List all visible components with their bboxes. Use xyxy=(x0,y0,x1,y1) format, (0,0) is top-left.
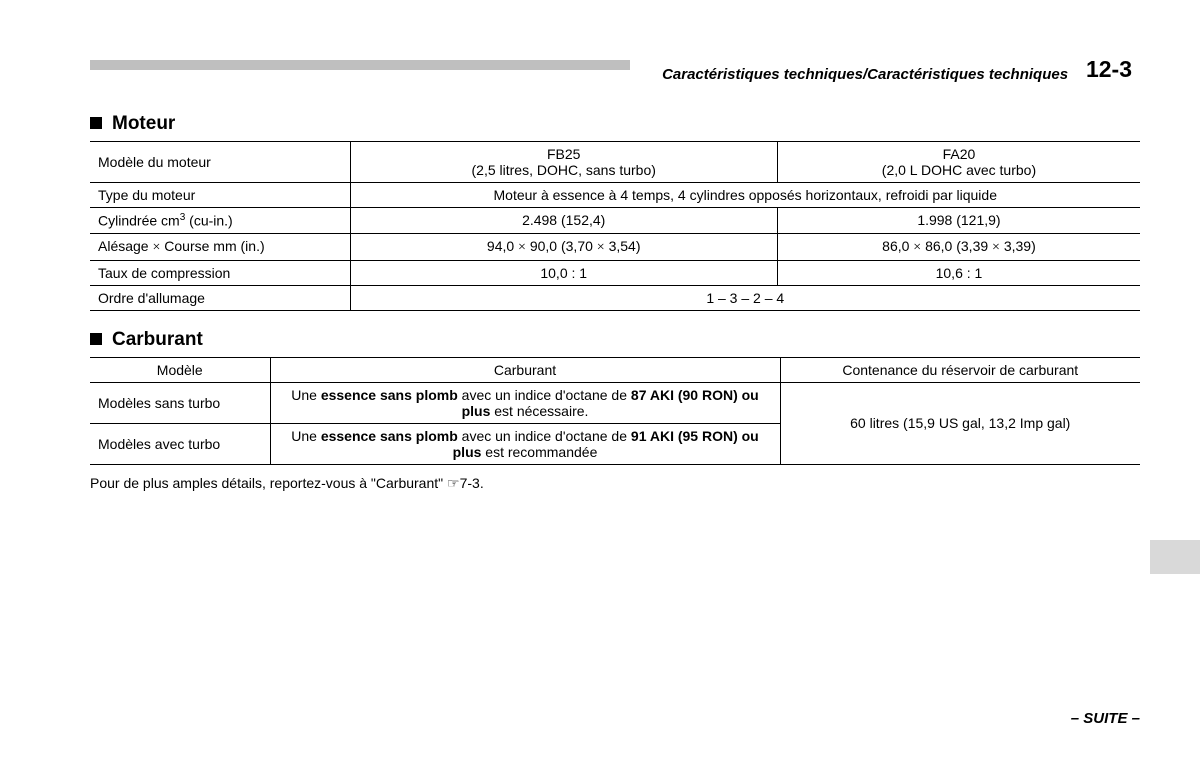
fuel-table: Modèle Carburant Contenance du réservoir… xyxy=(90,357,1140,465)
engine-row-label: Taux de compression xyxy=(90,260,350,285)
engine-model-name: FA20 xyxy=(943,146,976,162)
engine-cell: 1.998 (121,9) xyxy=(777,208,1140,234)
square-bullet-icon xyxy=(90,117,102,129)
engine-cell-full: Moteur à essence à 4 temps, 4 cylindres … xyxy=(350,183,1140,208)
fuel-col-header: Modèle xyxy=(90,357,270,382)
page-number: 12-3 xyxy=(1086,56,1132,82)
engine-cell: 10,6 : 1 xyxy=(777,260,1140,285)
top-gray-rule xyxy=(90,60,630,70)
engine-row-label: Cylindrée cm3 (cu-in.) xyxy=(90,208,350,234)
section-title-engine-text: Moteur xyxy=(112,113,175,134)
engine-cell-full: 1 – 3 – 2 – 4 xyxy=(350,285,1140,310)
table-row: Modèle Carburant Contenance du réservoir… xyxy=(90,357,1140,382)
engine-model-desc: (2,5 litres, DOHC, sans turbo) xyxy=(472,162,656,178)
footnote-ref: 7-3. xyxy=(460,475,484,491)
side-thumb-tab xyxy=(1150,540,1200,574)
section-title-engine: Moteur xyxy=(90,113,1140,135)
engine-row-label: Modèle du moteur xyxy=(90,142,350,183)
fuel-col-header: Contenance du réservoir de carburant xyxy=(780,357,1140,382)
table-row: Ordre d'allumage 1 – 3 – 2 – 4 xyxy=(90,285,1140,310)
engine-cell: 2.498 (152,4) xyxy=(350,208,777,234)
square-bullet-icon xyxy=(90,333,102,345)
engine-cell: 86,0 × 86,0 (3,39 × 3,39) xyxy=(777,233,1140,260)
engine-cell: 10,0 : 1 xyxy=(350,260,777,285)
engine-cell: FA20 (2,0 L DOHC avec turbo) xyxy=(777,142,1140,183)
fuel-requirement: Une essence sans plomb avec un indice d'… xyxy=(270,382,780,423)
fuel-col-header: Carburant xyxy=(270,357,780,382)
fuel-footnote: Pour de plus amples détails, reportez-vo… xyxy=(90,475,1140,493)
continued-label: – SUITE – xyxy=(1071,710,1140,727)
engine-table: Modèle du moteur FB25 (2,5 litres, DOHC,… xyxy=(90,141,1140,311)
engine-cell: 94,0 × 90,0 (3,70 × 3,54) xyxy=(350,233,777,260)
fuel-model: Modèles avec turbo xyxy=(90,423,270,464)
table-row: Modèle du moteur FB25 (2,5 litres, DOHC,… xyxy=(90,142,1140,183)
engine-model-desc: (2,0 L DOHC avec turbo) xyxy=(882,162,1036,178)
fuel-requirement: Une essence sans plomb avec un indice d'… xyxy=(270,423,780,464)
section-title-fuel: Carburant xyxy=(90,329,1140,351)
engine-model-name: FB25 xyxy=(547,146,580,162)
table-row: Alésage × Course mm (in.) 94,0 × 90,0 (3… xyxy=(90,233,1140,260)
breadcrumb: Caractéristiques techniques/Caractéristi… xyxy=(662,66,1068,83)
table-row: Taux de compression 10,0 : 1 10,6 : 1 xyxy=(90,260,1140,285)
engine-cell: FB25 (2,5 litres, DOHC, sans turbo) xyxy=(350,142,777,183)
table-row: Cylindrée cm3 (cu-in.) 2.498 (152,4) 1.9… xyxy=(90,208,1140,234)
table-row: Type du moteur Moteur à essence à 4 temp… xyxy=(90,183,1140,208)
footnote-text: Pour de plus amples détails, reportez-vo… xyxy=(90,475,447,491)
fuel-model: Modèles sans turbo xyxy=(90,382,270,423)
table-row: Modèles sans turbo Une essence sans plom… xyxy=(90,382,1140,423)
fuel-capacity: 60 litres (15,9 US gal, 13,2 Imp gal) xyxy=(780,382,1140,464)
section-title-fuel-text: Carburant xyxy=(112,329,203,350)
engine-row-label: Type du moteur xyxy=(90,183,350,208)
pointer-icon: ☞ xyxy=(447,477,460,492)
engine-row-label: Alésage × Course mm (in.) xyxy=(90,233,350,260)
engine-row-label: Ordre d'allumage xyxy=(90,285,350,310)
